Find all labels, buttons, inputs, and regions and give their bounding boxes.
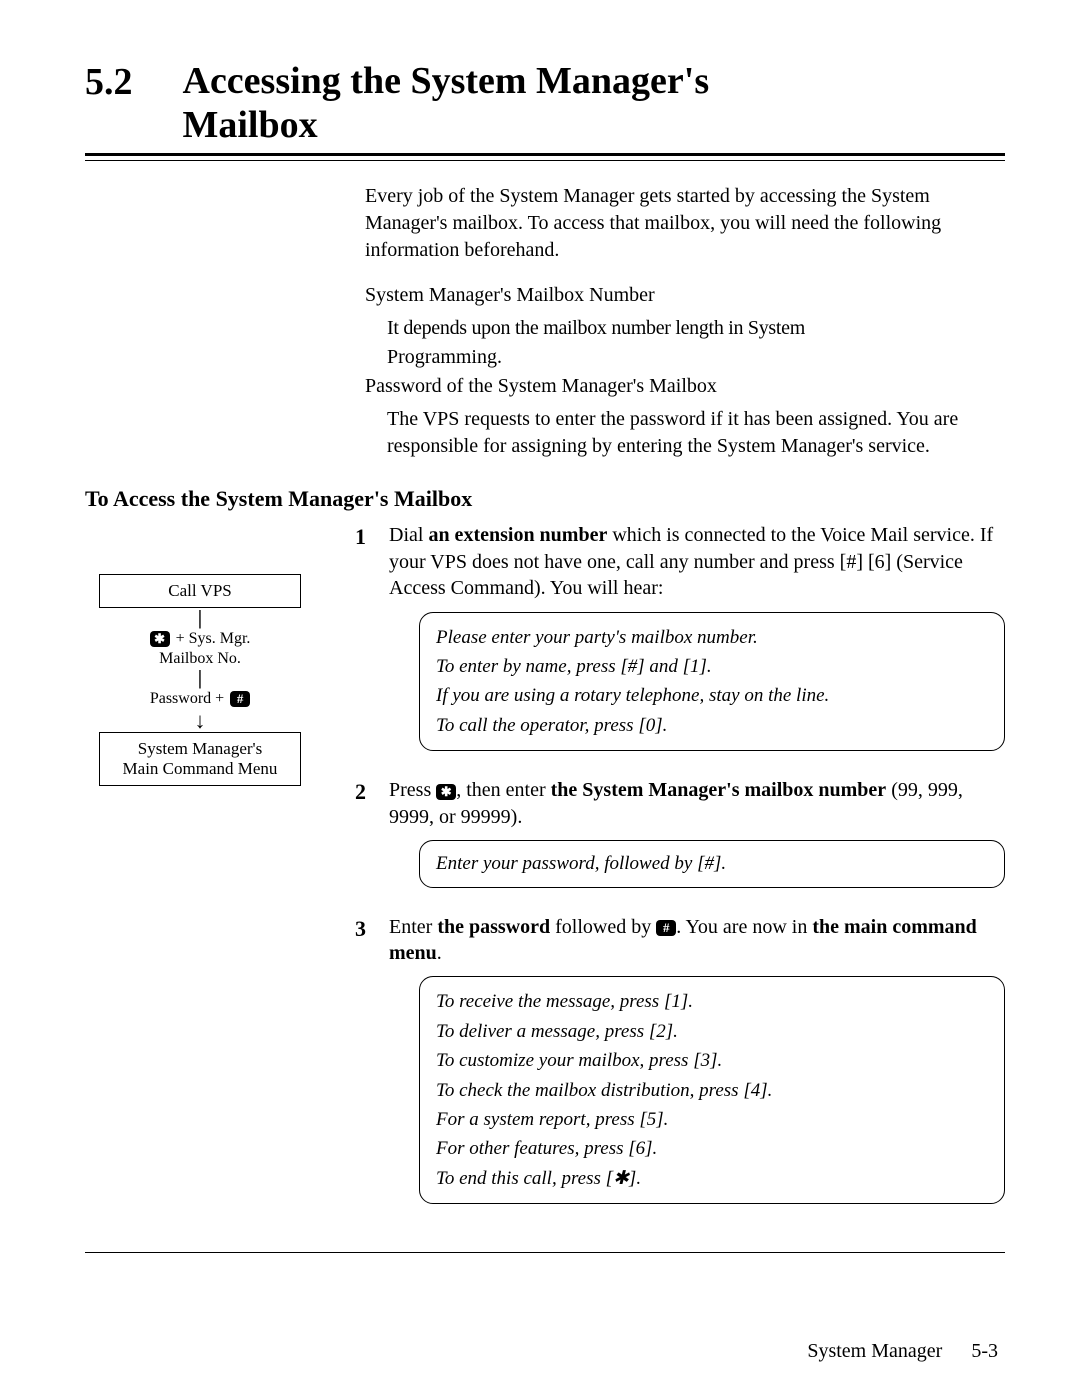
- voice3-l1: To receive the message, press [1].: [436, 987, 988, 1016]
- section-title: Accessing the System Manager's Mailbox: [183, 60, 710, 147]
- hash-icon: #: [656, 920, 676, 936]
- voice3-l5: For a system report, press [5].: [436, 1105, 988, 1134]
- flow-box2-line2: Main Command Menu: [123, 759, 278, 778]
- step-number: 1: [355, 522, 373, 769]
- section-title-line2: Mailbox: [183, 104, 318, 146]
- voice1-l4: To call the operator, press [0].: [436, 711, 988, 740]
- step3-f: .: [437, 942, 442, 964]
- section-number: 5.2: [85, 60, 133, 104]
- hash-icon: #: [230, 691, 250, 707]
- voice1-l2: To enter by name, press [#] and [1].: [436, 652, 988, 681]
- rule-bottom: [85, 1252, 1005, 1253]
- voice3-l3: To customize your mailbox, press [3].: [436, 1046, 988, 1075]
- intro-programming: Programming.: [387, 344, 1005, 371]
- voice-prompt-3: To receive the message, press [1]. To de…: [419, 976, 1005, 1204]
- intro-block: Every job of the System Manager gets sta…: [365, 183, 1005, 460]
- flow-box2-line1: System Manager's: [138, 739, 262, 758]
- flow-box-call-vps: Call VPS: [99, 574, 301, 608]
- intro-garbled-text: It depends upon the mailbox number lengt…: [387, 315, 1005, 342]
- voice-prompt-1: Please enter your party's mailbox number…: [419, 612, 1005, 752]
- flow-label-mailboxno: Mailbox No.: [159, 650, 241, 668]
- flow-label-sysmgr-text: + Sys. Mgr.: [176, 630, 251, 648]
- star-icon: ✱: [150, 631, 170, 647]
- page: 5.2 Accessing the System Manager's Mailb…: [0, 0, 1080, 1399]
- step-3-body: Enter the password followed by #. You ar…: [389, 914, 1005, 1223]
- step3-d: . You are now in: [676, 916, 812, 938]
- subheading: To Access the System Manager's Mailbox: [85, 486, 1005, 512]
- flow-label-password: Password + #: [150, 690, 250, 708]
- columns: Call VPS | ✱ + Sys. Mgr. Mailbox No. | P…: [85, 522, 1005, 1230]
- flowchart: Call VPS | ✱ + Sys. Mgr. Mailbox No. | P…: [85, 522, 315, 786]
- intro-sub-mailbox-number: System Manager's Mailbox Number: [365, 282, 1005, 309]
- step2-a: Press: [389, 779, 436, 801]
- footer-page: 5-3: [971, 1340, 998, 1362]
- voice3-l4: To check the mailbox distribution, press…: [436, 1076, 988, 1105]
- flow-label-password-text: Password +: [150, 690, 224, 708]
- flow-connector: |: [198, 608, 202, 628]
- voice1-l3: If you are using a rotary telephone, sta…: [436, 681, 988, 710]
- step-1-body: Dial an extension number which is connec…: [389, 522, 1005, 769]
- step3-c: followed by: [550, 916, 656, 938]
- voice-prompt-2: Enter your password, followed by [#].: [419, 840, 1005, 887]
- flow-box-main-menu: System Manager's Main Command Menu: [99, 732, 301, 786]
- footer: System Manager 5-3: [807, 1340, 998, 1363]
- step-number: 2: [355, 777, 373, 905]
- intro-password-detail: The VPS requests to enter the password i…: [387, 406, 1005, 460]
- step1-a: Dial: [389, 524, 428, 546]
- step-number: 3: [355, 914, 373, 1223]
- voice3-l7: To end this call, press [✱].: [436, 1164, 988, 1193]
- voice3-l6: For other features, press [6].: [436, 1134, 988, 1163]
- step1-b: an extension number: [428, 524, 607, 546]
- steps: 1 Dial an extension number which is conn…: [355, 522, 1005, 1230]
- voice3-l2: To deliver a message, press [2].: [436, 1017, 988, 1046]
- rule-double: [85, 153, 1005, 161]
- voice1-l1: Please enter your party's mailbox number…: [436, 623, 988, 652]
- step3-b: the password: [437, 916, 550, 938]
- flow-connector: |: [198, 668, 202, 688]
- flow-label-sysmgr: ✱ + Sys. Mgr.: [150, 630, 251, 648]
- intro-sub-password: Password of the System Manager's Mailbox: [365, 373, 1005, 400]
- step-2-body: Press ✱, then enter the System Manager's…: [389, 777, 1005, 905]
- step-2: 2 Press ✱, then enter the System Manager…: [355, 777, 1005, 905]
- step-3: 3 Enter the password followed by #. You …: [355, 914, 1005, 1223]
- heading: 5.2 Accessing the System Manager's Mailb…: [85, 60, 1005, 147]
- step2-b: , then enter: [456, 779, 550, 801]
- step3-a: Enter: [389, 916, 437, 938]
- flow-arrow: ↓: [195, 710, 206, 732]
- section-title-line1: Accessing the System Manager's: [183, 60, 710, 102]
- step-1: 1 Dial an extension number which is conn…: [355, 522, 1005, 769]
- intro-paragraph: Every job of the System Manager gets sta…: [365, 183, 1005, 264]
- star-icon: ✱: [436, 784, 456, 800]
- footer-label: System Manager: [807, 1340, 942, 1362]
- step2-c: the System Manager's mailbox number: [551, 779, 887, 801]
